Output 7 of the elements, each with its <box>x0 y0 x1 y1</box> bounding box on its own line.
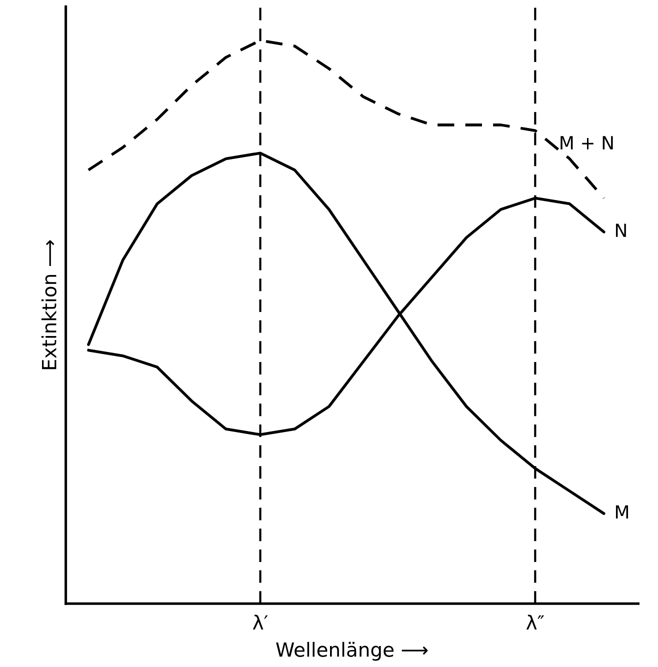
series-label: M <box>616 505 628 519</box>
y-axis-title: Extinktion ⟶ <box>41 240 56 370</box>
x-tick-label: λ′ <box>252 614 268 630</box>
series-label: M + N <box>560 136 613 150</box>
x-tick-label: λ″ <box>526 614 544 630</box>
series-label: N <box>616 224 626 237</box>
x-axis-title: Wellenlänge ⟶ <box>276 642 428 661</box>
